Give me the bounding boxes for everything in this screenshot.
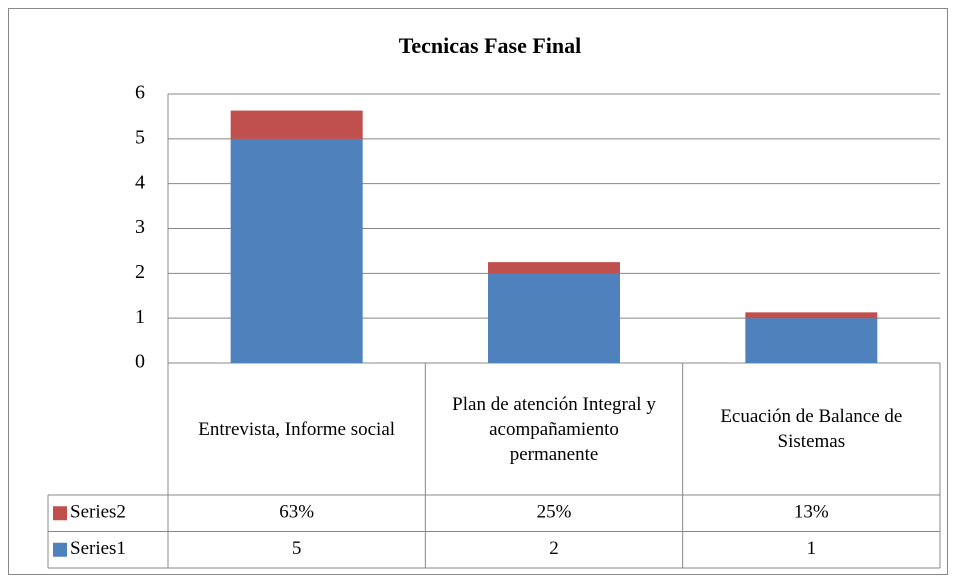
data-table-value: 1 (807, 538, 817, 559)
bar-segment (230, 110, 363, 139)
x-tick-label: Ecuación de Balance de Sistemas (720, 406, 903, 452)
legend-swatch (53, 542, 67, 557)
y-tick-label: 0 (135, 351, 145, 373)
y-tick-label: 2 (135, 261, 145, 283)
bar-segment (488, 262, 620, 274)
legend-swatch (53, 506, 67, 521)
y-tick-label: 3 (135, 216, 145, 238)
legend-label: Series2 (70, 502, 126, 523)
bar-segment (745, 318, 878, 363)
bar-segment (745, 312, 878, 319)
x-tick-label: Plan de atención Integral y acompañamien… (452, 393, 656, 465)
y-tick-label: 5 (135, 126, 145, 148)
data-table-value: 13% (794, 502, 829, 523)
y-tick-label: 6 (135, 82, 145, 104)
y-tick-label: 4 (135, 171, 145, 193)
bar-segment (230, 138, 363, 363)
legend-label: Series1 (70, 538, 126, 559)
y-tick-label: 1 (135, 306, 145, 328)
data-table-value: 63% (279, 502, 314, 523)
bar-segment (488, 273, 620, 363)
data-table-value: 25% (537, 502, 572, 523)
data-table-value: 5 (292, 538, 302, 559)
chart-title: Tecnicas Fase Final (399, 33, 582, 58)
chart-border (8, 8, 948, 575)
x-tick-label: Entrevista, Informe social (198, 418, 396, 440)
data-table-value: 2 (549, 538, 559, 559)
